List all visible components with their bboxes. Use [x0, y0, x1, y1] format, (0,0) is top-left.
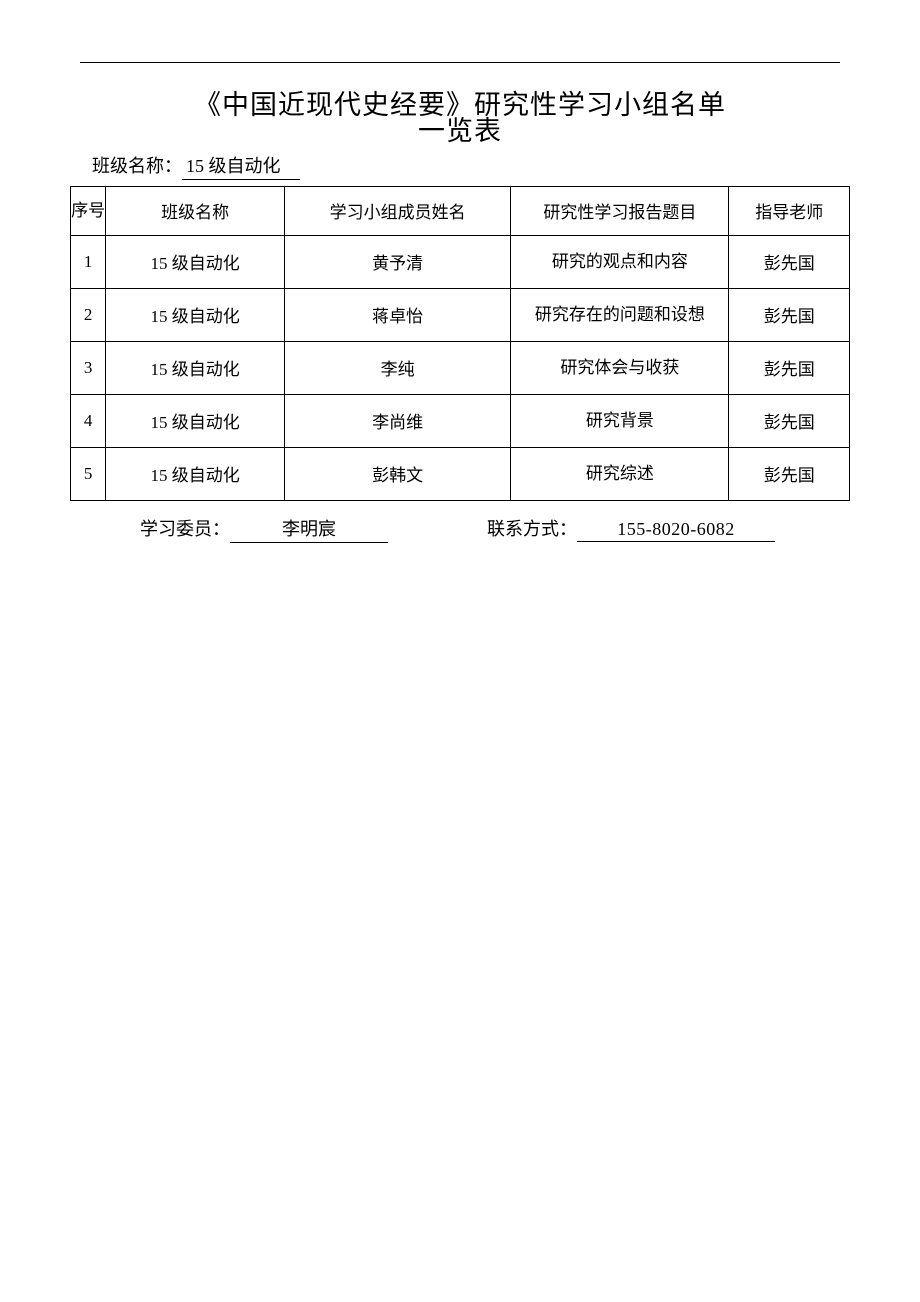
cell-idx: 2 [71, 288, 106, 341]
col-header-idx: 序号 [71, 186, 106, 235]
contact-label: 联系方式： [487, 519, 577, 539]
cell-class: 15 级自动化 [106, 288, 285, 341]
page-title: 《中国近现代史经要》研究性学习小组名单 一览表 [70, 91, 850, 146]
table-row: 2 15 级自动化 蒋卓怡 研究存在的问题和设想 彭先国 [71, 288, 850, 341]
cell-topic: 研究综述 [511, 447, 729, 500]
cell-member: 李纯 [284, 341, 510, 394]
cell-class: 15 级自动化 [106, 235, 285, 288]
top-rule [80, 62, 840, 63]
table-row: 5 15 级自动化 彭韩文 研究综述 彭先国 [71, 447, 850, 500]
class-name-value: 15 级自动化 [182, 152, 300, 180]
table-row: 4 15 级自动化 李尚维 研究背景 彭先国 [71, 394, 850, 447]
table-row: 1 15 级自动化 黄予清 研究的观点和内容 彭先国 [71, 235, 850, 288]
roster-table: 序号 班级名称 学习小组成员姓名 研究性学习报告题目 指导老师 1 15 级自动… [70, 186, 850, 501]
cell-member: 李尚维 [284, 394, 510, 447]
page: 《中国近现代史经要》研究性学习小组名单 一览表 班级名称：15 级自动化 序号 … [0, 0, 920, 1302]
contact-value: 155-8020-6082 [577, 519, 775, 542]
cell-member: 蒋卓怡 [284, 288, 510, 341]
title-line-2: 一览表 [70, 117, 850, 145]
table-header-row: 序号 班级名称 学习小组成员姓名 研究性学习报告题目 指导老师 [71, 186, 850, 235]
cell-topic: 研究体会与收获 [511, 341, 729, 394]
cell-tutor: 彭先国 [729, 235, 850, 288]
cell-tutor: 彭先国 [729, 288, 850, 341]
footer-line: 学习委员：李明宸 联系方式：155-8020-6082 [140, 515, 850, 543]
cell-member: 彭韩文 [284, 447, 510, 500]
committee-value: 李明宸 [230, 515, 388, 543]
col-header-member: 学习小组成员姓名 [284, 186, 510, 235]
cell-idx: 5 [71, 447, 106, 500]
cell-idx: 1 [71, 235, 106, 288]
cell-class: 15 级自动化 [106, 394, 285, 447]
col-header-tutor: 指导老师 [729, 186, 850, 235]
table-row: 3 15 级自动化 李纯 研究体会与收获 彭先国 [71, 341, 850, 394]
cell-tutor: 彭先国 [729, 341, 850, 394]
cell-member: 黄予清 [284, 235, 510, 288]
cell-topic: 研究背景 [511, 394, 729, 447]
committee-label: 学习委员： [140, 519, 230, 539]
class-name-line: 班级名称：15 级自动化 [92, 152, 850, 180]
cell-idx: 4 [71, 394, 106, 447]
cell-topic: 研究存在的问题和设想 [511, 288, 729, 341]
cell-tutor: 彭先国 [729, 447, 850, 500]
cell-tutor: 彭先国 [729, 394, 850, 447]
cell-class: 15 级自动化 [106, 447, 285, 500]
cell-idx: 3 [71, 341, 106, 394]
col-header-class: 班级名称 [106, 186, 285, 235]
class-name-label: 班级名称： [92, 156, 182, 176]
cell-class: 15 级自动化 [106, 341, 285, 394]
col-header-topic: 研究性学习报告题目 [511, 186, 729, 235]
cell-topic: 研究的观点和内容 [511, 235, 729, 288]
